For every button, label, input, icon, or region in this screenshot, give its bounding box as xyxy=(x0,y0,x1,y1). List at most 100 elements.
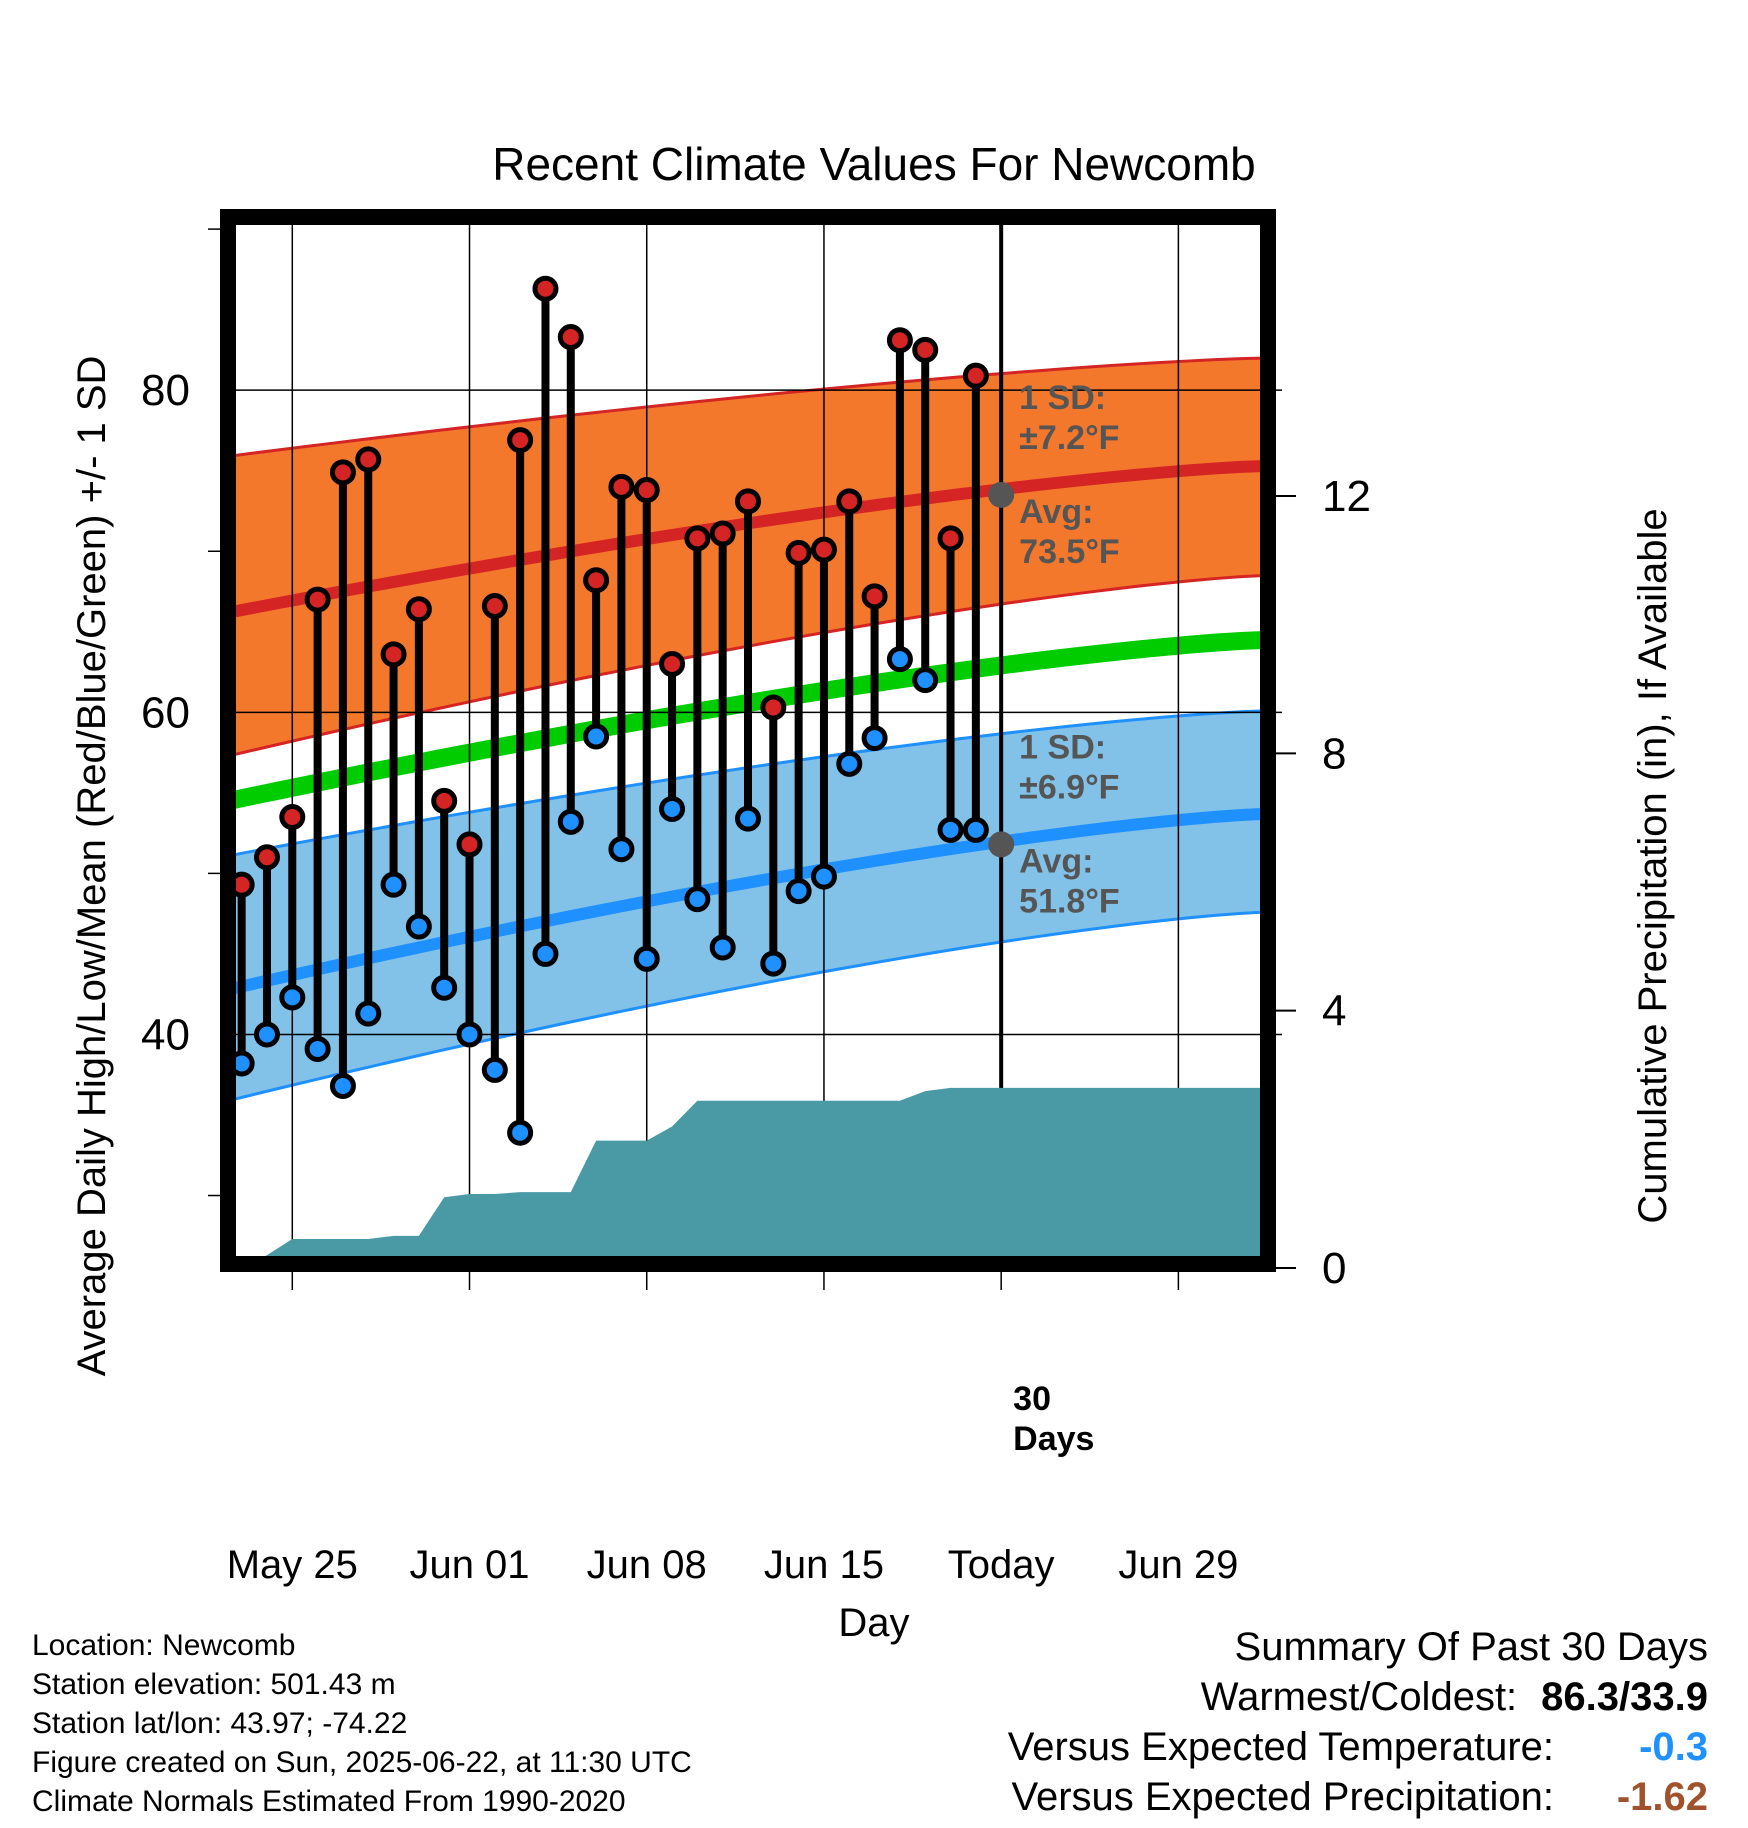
station-elevation: Station elevation: 501.43 m xyxy=(32,1668,396,1701)
station-info: Location: Newcomb Station elevation: 501… xyxy=(32,1626,692,1821)
summary-warmest-coldest: Warmest/Coldest: 86.3/33.9 xyxy=(1008,1672,1708,1722)
low-point xyxy=(709,934,736,961)
high-point xyxy=(760,694,787,721)
x-tick-label: Jun 29 xyxy=(1118,1543,1238,1587)
low-point xyxy=(912,667,939,694)
daily-markers xyxy=(228,275,989,1146)
high-point xyxy=(329,459,356,486)
low-point xyxy=(886,646,913,673)
precipitation-area-fill xyxy=(229,1087,1267,1268)
precipitation-area xyxy=(229,1087,1267,1268)
low-point xyxy=(810,863,837,890)
high-point xyxy=(937,525,964,552)
high-avg-label: Avg: xyxy=(1019,493,1093,531)
low-point xyxy=(431,974,458,1001)
high-point xyxy=(557,324,584,351)
low-point xyxy=(279,984,306,1011)
low-point xyxy=(785,878,812,905)
y-tick-label: 40 xyxy=(141,1010,190,1059)
high-point xyxy=(709,520,736,547)
today-days-label: Days xyxy=(1013,1420,1094,1458)
low-point xyxy=(659,795,686,822)
low-point xyxy=(557,808,584,835)
high-avg-value: 73.5°F xyxy=(1019,533,1120,571)
low-point xyxy=(304,1035,331,1062)
warmest-coldest-value: 86.3/33.9 xyxy=(1541,1675,1708,1719)
high-point xyxy=(785,539,812,566)
x-tick-label: Jun 01 xyxy=(409,1543,529,1587)
high-point xyxy=(456,831,483,858)
high-point xyxy=(279,804,306,831)
today-days-count: 30 xyxy=(1013,1380,1051,1418)
y2-tick-label: 8 xyxy=(1322,729,1346,778)
summary-precipitation: Versus Expected Precipitation: -1.62 xyxy=(1008,1772,1708,1822)
x-tick-label: Jun 08 xyxy=(587,1543,707,1587)
low-point xyxy=(507,1119,534,1146)
station-latlon: Station lat/lon: 43.97; -74.22 xyxy=(32,1707,408,1740)
y2-tick-label: 4 xyxy=(1322,987,1346,1036)
low-point xyxy=(861,725,888,752)
high-sd-band-upper-edge xyxy=(228,356,1268,458)
today-low-average-dot xyxy=(988,831,1015,858)
low-point xyxy=(481,1056,508,1083)
high-point xyxy=(405,596,432,623)
low-point xyxy=(355,1000,382,1027)
high-point xyxy=(861,583,888,610)
high-point xyxy=(532,275,559,302)
low-point xyxy=(329,1072,356,1099)
y2-axis-label: Cumulative Precipitation (in), If Availa… xyxy=(1631,508,1675,1223)
low-point xyxy=(962,816,989,843)
high-point xyxy=(431,787,458,814)
chart-axes: 40 60 80 0 4 8 12 May 25 Jun 01 Jun 08 Jun 15 Today… xyxy=(141,209,1371,1587)
low-point xyxy=(684,886,711,913)
warmest-coldest-label: Warmest/Coldest: xyxy=(1200,1675,1518,1719)
high-point xyxy=(886,327,913,354)
high-point xyxy=(355,446,382,473)
y2-tick-label: 12 xyxy=(1322,472,1371,521)
low-point xyxy=(836,750,863,777)
low-avg-label: Avg: xyxy=(1019,842,1093,880)
y-tick-label: 60 xyxy=(141,688,190,737)
summary-temperature: Versus Expected Temperature: -0.3 xyxy=(1008,1722,1708,1772)
high-point xyxy=(735,488,761,515)
high-point xyxy=(633,477,660,504)
summary-heading: Summary Of Past 30 Days xyxy=(1234,1625,1708,1669)
low-point xyxy=(583,723,610,750)
today-high-average-dot xyxy=(988,481,1015,508)
high-point xyxy=(659,650,686,677)
x-tick-label: May 25 xyxy=(227,1543,358,1587)
x-tick-label: Today xyxy=(948,1543,1055,1587)
low-avg-value: 51.8°F xyxy=(1019,882,1120,920)
low-point xyxy=(380,871,407,898)
low-point xyxy=(937,816,964,843)
figure-created: Figure created on Sun, 2025-06-22, at 11… xyxy=(32,1746,692,1779)
plot-frame xyxy=(220,209,1276,1272)
low-average-line xyxy=(227,807,1268,996)
station-location: Location: Newcomb xyxy=(32,1629,296,1662)
temp-departure-value: -0.3 xyxy=(1639,1725,1708,1769)
low-sd-label: 1 SD: xyxy=(1019,728,1106,766)
y-tick-label: 80 xyxy=(141,366,190,415)
summary-panel: Summary Of Past 30 Days Warmest/Coldest:… xyxy=(1008,1622,1708,1822)
high-point xyxy=(253,844,280,871)
low-point xyxy=(405,913,432,940)
low-sd-value: ±6.9°F xyxy=(1019,768,1119,806)
precip-departure-value: -1.62 xyxy=(1616,1775,1708,1819)
precip-departure-label: Versus Expected Precipitation: xyxy=(1011,1775,1554,1819)
low-point xyxy=(633,945,660,972)
daily-range-stems xyxy=(237,288,980,1133)
high-point xyxy=(608,473,635,500)
normals-period: Climate Normals Estimated From 1990-2020 xyxy=(32,1785,626,1818)
high-point xyxy=(684,525,711,552)
high-sd-label: 1 SD: xyxy=(1019,379,1106,417)
x-tick-label: Jun 15 xyxy=(764,1543,884,1587)
low-point xyxy=(456,1021,483,1048)
temp-departure-label: Versus Expected Temperature: xyxy=(1007,1725,1554,1769)
low-point xyxy=(760,950,787,977)
high-point xyxy=(810,536,837,563)
low-sd-band-lower-edge xyxy=(228,910,1268,1102)
high-point xyxy=(836,488,863,515)
x-axis-label: Day xyxy=(838,1601,909,1645)
high-point xyxy=(481,593,508,620)
